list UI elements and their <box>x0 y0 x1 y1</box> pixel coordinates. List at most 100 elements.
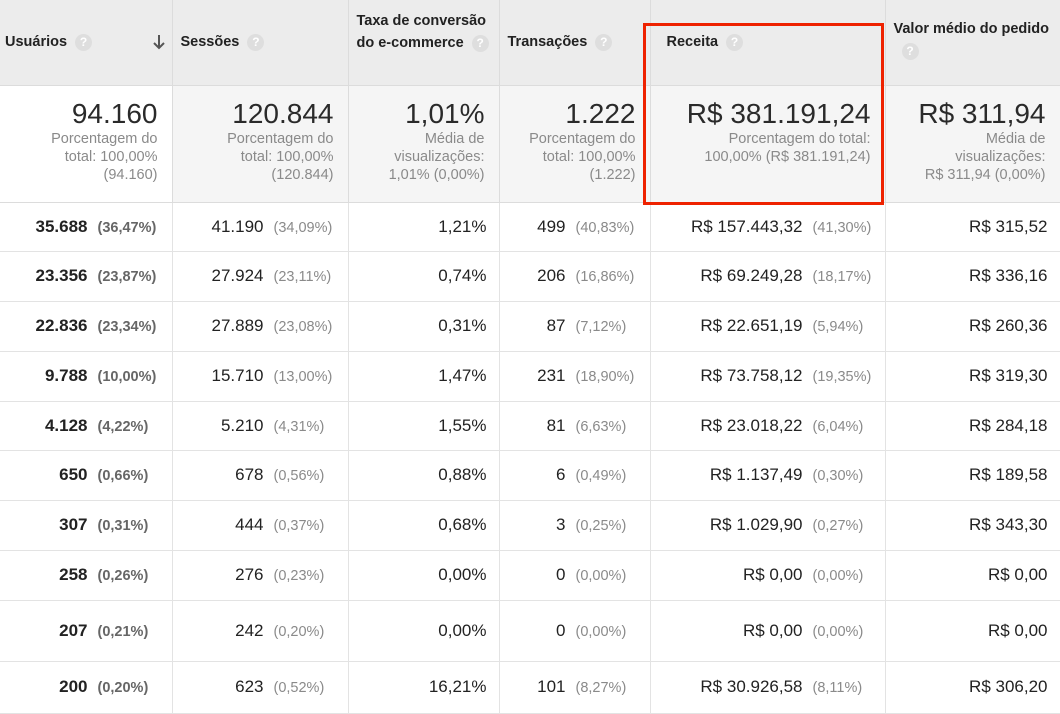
cell-percentage: (5,94%) <box>812 319 864 335</box>
table-row[interactable]: 35.688 (36,47%) 41.190 (34,09%) 1,21% 499 (40,… <box>0 202 1060 252</box>
table-row[interactable]: 207 (0,21%) 242 (0,20%) 0,00% 0 (0,00%) R$ 0,00… <box>0 600 1060 662</box>
cell-value: 9.788 <box>44 366 88 385</box>
cell-percentage: (10,00%) <box>97 369 157 385</box>
total-caption-line: total: 100,00% <box>542 148 636 165</box>
cell-value: R$ 319,30 <box>969 366 1048 385</box>
cell-value: 1,21% <box>438 216 487 236</box>
cell-value: 1,55% <box>438 415 487 435</box>
table-row[interactable]: 650 (0,66%) 678 (0,56%) 0,88% 6 (0,49%) R$ 1.13… <box>0 450 1060 501</box>
column-header-label: Taxa de conversão do e-commerce <box>356 13 487 51</box>
total-value: 94.160 <box>71 97 158 129</box>
column-header-avg-order[interactable]: Valor médio do pedido? <box>885 0 1060 86</box>
total-caption-line: (1.222) <box>589 166 636 183</box>
column-header-conversion[interactable]: Taxa de conversão do e-commerce? <box>348 0 500 86</box>
help-icon[interactable]: ? <box>595 33 613 51</box>
cell-percentage: (0,00%) <box>575 568 627 584</box>
cell-avg-order: R$ 315,52 <box>885 202 1060 252</box>
help-icon[interactable]: ? <box>726 33 744 51</box>
cell-sessions: 242 (0,20%) <box>172 600 349 662</box>
cell-percentage: (23,34%) <box>97 319 157 335</box>
header-row: Usuários? Sessões? Taxa de conversão do … <box>0 0 1060 86</box>
cell-value: R$ 315,52 <box>969 216 1048 236</box>
cell-value: 0,88% <box>438 465 487 484</box>
total-avg-order: R$ 311,94 Média de visualizações: R$ 311… <box>885 85 1060 203</box>
cell-percentage: (23,87%) <box>97 269 157 285</box>
cell-users: 4.128 (4,22%) <box>0 401 173 451</box>
cell-percentage: (0,31%) <box>97 518 149 534</box>
cell-percentage: (6,63%) <box>575 418 627 435</box>
cell-transactions: 81 (6,63%) <box>499 401 651 451</box>
cell-percentage: (0,26%) <box>97 568 149 584</box>
total-caption: Porcentagem do total: 100,00% (120.844) <box>181 130 333 184</box>
table-row[interactable]: 22.836 (23,34%) 27.889 (23,08%) 0,31% 87 (7,12… <box>0 301 1060 352</box>
cell-conversion: 1,47% <box>348 351 500 402</box>
sort-descending-icon[interactable] <box>152 34 166 50</box>
cell-revenue: R$ 1.029,90 (0,27%) <box>650 500 886 551</box>
cell-value: 16,21% <box>428 677 487 696</box>
table-row[interactable]: 258 (0,26%) 276 (0,23%) 0,00% 0 (0,00%) R$ 0,00… <box>0 550 1060 601</box>
column-header-revenue[interactable]: Receita? <box>650 0 886 86</box>
cell-percentage: (0,27%) <box>812 518 864 534</box>
cell-value: R$ 22.651,19 <box>700 316 803 335</box>
cell-value: 3 <box>556 515 566 534</box>
total-caption: Média de visualizações: R$ 311,94 (0,00%… <box>894 130 1046 184</box>
column-header-sessions[interactable]: Sessões? <box>172 0 349 86</box>
column-header-label: Valor médio do pedido <box>893 21 1050 37</box>
cell-avg-order: R$ 260,36 <box>885 301 1060 352</box>
cell-revenue: R$ 157.443,32 (41,30%) <box>650 202 886 252</box>
cell-percentage: (41,30%) <box>812 219 872 236</box>
help-icon[interactable]: ? <box>247 33 265 51</box>
cell-percentage: (7,12%) <box>575 319 627 335</box>
total-transactions: 1.222 Porcentagem do total: 100,00% (1.2… <box>499 85 651 203</box>
cell-users: 22.836 (23,34%) <box>0 301 173 352</box>
cell-value: 27.889 <box>211 316 264 335</box>
cell-sessions: 27.889 (23,08%) <box>172 301 349 352</box>
cell-percentage: (0,21%) <box>97 623 149 640</box>
table-row[interactable]: 9.788 (10,00%) 15.710 (13,00%) 1,47% 231 (18,9… <box>0 351 1060 402</box>
cell-percentage: (0,56%) <box>273 468 325 484</box>
help-icon[interactable]: ? <box>901 42 919 60</box>
column-header-label: Sessões <box>180 34 240 51</box>
cell-conversion: 1,55% <box>348 401 500 451</box>
column-header-label: Transações <box>507 34 588 51</box>
cell-conversion: 0,88% <box>348 450 500 501</box>
cell-value: 87 <box>546 316 566 335</box>
cell-value: 0,68% <box>438 515 487 534</box>
totals-row: 94.160 Porcentagem do total: 100,00% (94… <box>0 85 1060 203</box>
cell-transactions: 6 (0,49%) <box>499 450 651 501</box>
column-header-label: Receita <box>666 34 719 51</box>
cell-value: R$ 336,16 <box>969 266 1048 285</box>
help-icon[interactable]: ? <box>471 34 489 52</box>
cell-users: 23.356 (23,87%) <box>0 251 173 302</box>
cell-value: 0,31% <box>438 316 487 335</box>
cell-avg-order: R$ 189,58 <box>885 450 1060 501</box>
cell-avg-order: R$ 0,00 <box>885 550 1060 601</box>
column-header-transactions[interactable]: Transações? <box>499 0 651 86</box>
cell-value: R$ 0,00 <box>742 565 803 584</box>
cell-value: 81 <box>546 415 566 435</box>
cell-value: 1,47% <box>438 366 487 385</box>
cell-sessions: 15.710 (13,00%) <box>172 351 349 402</box>
table-row[interactable]: 4.128 (4,22%) 5.210 (4,31%) 1,55% 81 (6,63%) R$… <box>0 401 1060 451</box>
column-header-users[interactable]: Usuários? <box>0 0 173 86</box>
total-caption: Média de visualizações: 1,01% (0,00%) <box>357 130 485 184</box>
cell-value: 231 <box>537 366 566 385</box>
help-icon[interactable]: ? <box>75 33 93 51</box>
table-row[interactable]: 307 (0,31%) 444 (0,37%) 0,68% 3 (0,25%) R$ 1.02… <box>0 500 1060 551</box>
cell-avg-order: R$ 319,30 <box>885 351 1060 402</box>
total-caption-line: 100,00% (R$ 381.191,24) <box>704 148 871 165</box>
total-caption-line: total: 100,00% <box>64 148 158 165</box>
cell-percentage: (0,52%) <box>273 680 325 696</box>
cell-percentage: (0,23%) <box>273 568 325 584</box>
cell-percentage: (23,11%) <box>273 269 332 285</box>
cell-percentage: (13,00%) <box>273 369 333 385</box>
cell-value: R$ 0,00 <box>742 620 803 640</box>
table-row[interactable]: 23.356 (23,87%) 27.924 (23,11%) 0,74% 206 (16,… <box>0 251 1060 302</box>
table-row[interactable]: 200 (0,20%) 623 (0,52%) 16,21% 101 (8,27%) R$ 3… <box>0 661 1060 714</box>
cell-revenue: R$ 30.926,58 (8,11%) <box>650 661 886 714</box>
cell-avg-order: R$ 336,16 <box>885 251 1060 302</box>
cell-value: R$ 73.758,12 <box>700 366 803 385</box>
cell-users: 35.688 (36,47%) <box>0 202 173 252</box>
cell-value: 41.190 <box>211 216 264 236</box>
cell-revenue: R$ 1.137,49 (0,30%) <box>650 450 886 501</box>
